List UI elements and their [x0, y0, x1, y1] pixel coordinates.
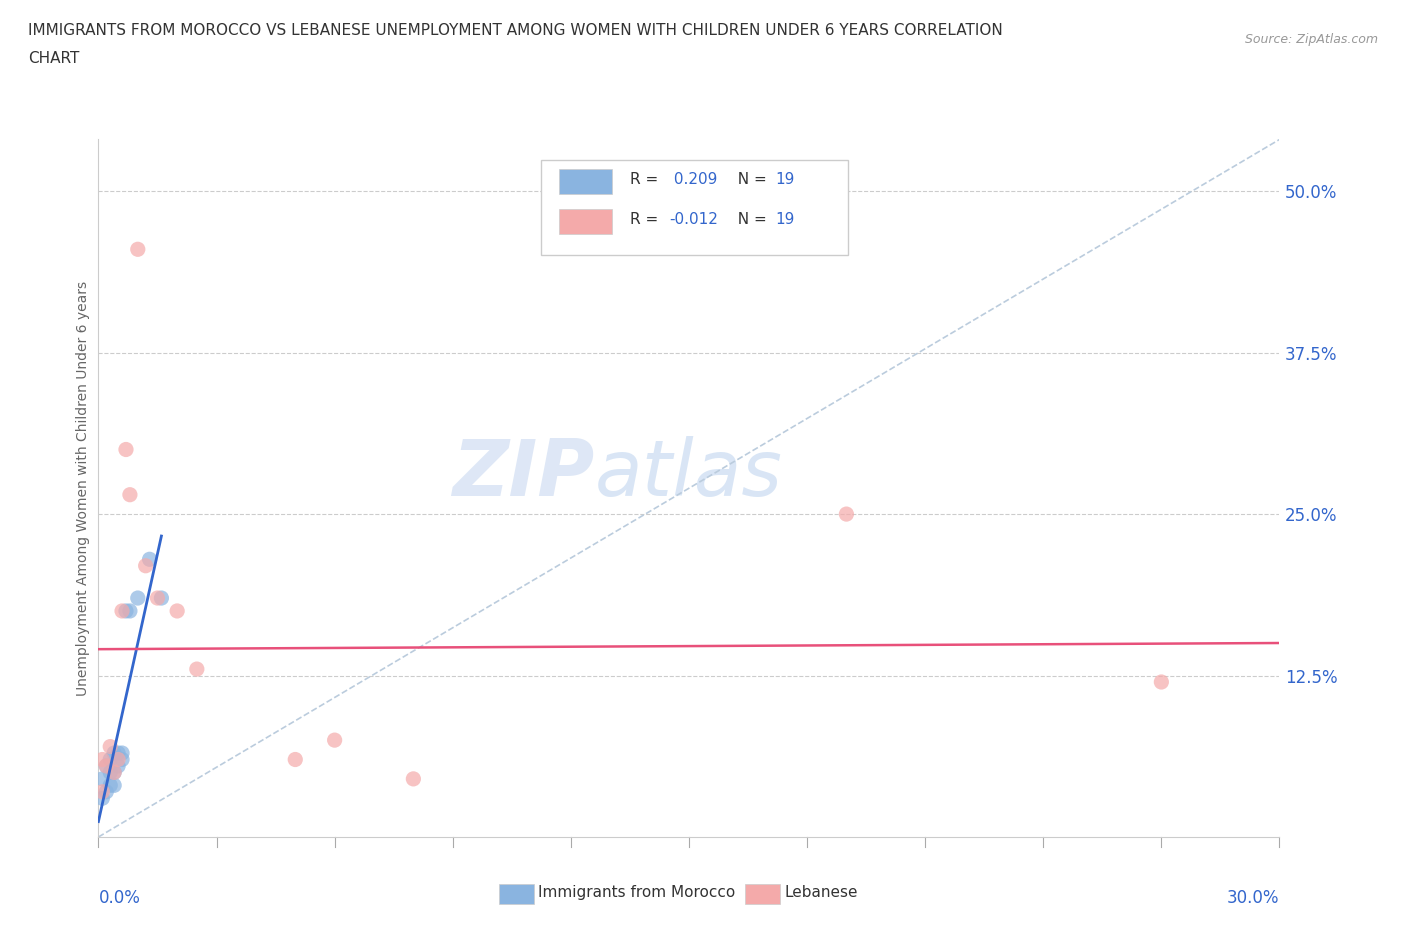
FancyBboxPatch shape [541, 161, 848, 255]
Point [107, 752, 129, 767]
FancyBboxPatch shape [560, 169, 612, 194]
Text: CHART: CHART [28, 51, 80, 66]
Point [107, 746, 129, 761]
Point [186, 661, 208, 676]
Point [115, 604, 138, 618]
Point [98, 765, 121, 780]
Text: 19: 19 [775, 172, 794, 188]
Point [103, 777, 125, 792]
Point [835, 507, 858, 522]
FancyBboxPatch shape [560, 208, 612, 233]
Text: R =: R = [630, 212, 664, 227]
Point [284, 752, 307, 767]
Text: IMMIGRANTS FROM MOROCCO VS LEBANESE UNEMPLOYMENT AMONG WOMEN WITH CHILDREN UNDER: IMMIGRANTS FROM MOROCCO VS LEBANESE UNEM… [28, 23, 1002, 38]
Text: ZIP: ZIP [453, 436, 595, 512]
Point [111, 752, 134, 767]
Point [111, 604, 134, 618]
Point [98, 777, 121, 792]
Point [103, 765, 125, 780]
Point [96, 759, 118, 774]
Point [146, 591, 169, 605]
Point [150, 591, 173, 605]
Y-axis label: Unemployment Among Women with Children Under 6 years: Unemployment Among Women with Children U… [76, 281, 90, 696]
Point [323, 733, 346, 748]
Text: N =: N = [728, 212, 772, 227]
Point [127, 591, 149, 605]
Text: Lebanese: Lebanese [785, 885, 858, 900]
Point [115, 442, 138, 457]
Point [135, 558, 157, 573]
Text: 30.0%: 30.0% [1227, 889, 1279, 907]
Point [98, 752, 121, 767]
Text: atlas: atlas [595, 436, 782, 512]
Text: N =: N = [728, 172, 772, 188]
Point [96, 759, 118, 774]
Point [107, 759, 129, 774]
Point [118, 604, 141, 618]
Text: R =: R = [630, 172, 664, 188]
Point [402, 772, 425, 787]
Text: 0.0%: 0.0% [98, 889, 141, 907]
Point [127, 242, 149, 257]
Point [111, 746, 134, 761]
Point [91, 772, 114, 787]
Point [98, 739, 121, 754]
Point [103, 765, 125, 780]
Text: 19: 19 [775, 212, 794, 227]
Point [91, 784, 114, 799]
Text: Immigrants from Morocco: Immigrants from Morocco [538, 885, 735, 900]
Point [91, 790, 114, 805]
Point [1150, 674, 1173, 689]
Text: Source: ZipAtlas.com: Source: ZipAtlas.com [1244, 33, 1378, 46]
Point [138, 551, 160, 566]
Point [96, 784, 118, 799]
Point [166, 604, 188, 618]
Point [103, 746, 125, 761]
Point [118, 487, 141, 502]
Text: -0.012: -0.012 [669, 212, 717, 227]
Point [91, 752, 114, 767]
Text: 0.209: 0.209 [669, 172, 717, 188]
